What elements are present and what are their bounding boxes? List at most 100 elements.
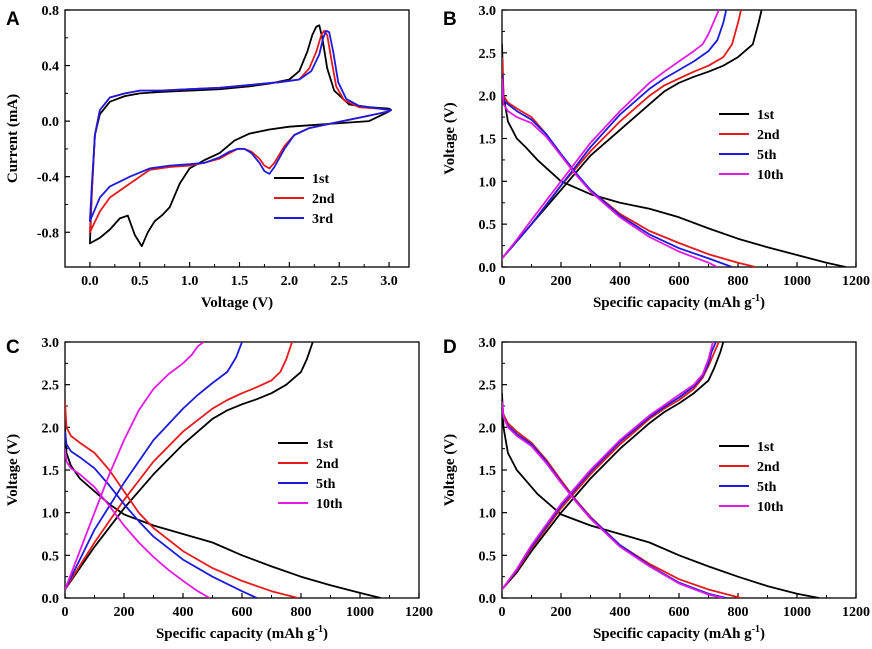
y-axis-title: Current (mA) bbox=[5, 94, 21, 183]
legend-label-5th: 5th bbox=[757, 480, 777, 495]
plot-frame bbox=[501, 9, 857, 268]
x-tick-label: 1.0 bbox=[181, 274, 199, 289]
series-2nd-charge-curve bbox=[65, 342, 293, 590]
x-tick-label: 200 bbox=[551, 274, 572, 289]
legend-label-5th: 5th bbox=[316, 477, 336, 492]
x-axis-title-main: Specific capacity (mAh g bbox=[593, 295, 752, 311]
y-tick-label: 2.5 bbox=[479, 47, 497, 62]
x-axis-title-main: Specific capacity (mAh g bbox=[156, 626, 315, 642]
x-axis-title-superscript: -1 bbox=[315, 624, 323, 635]
x-tick-label: 1000 bbox=[783, 605, 811, 620]
y-tick-label: 1.0 bbox=[479, 507, 497, 522]
x-axis-title-superscript: -1 bbox=[752, 293, 760, 304]
x-tick-label: 1200 bbox=[405, 605, 433, 620]
x-tick-label: 3.0 bbox=[380, 274, 398, 289]
series-2nd-discharge-curve bbox=[65, 401, 299, 598]
y-tick-label: 2.5 bbox=[42, 379, 60, 394]
plot-frame bbox=[501, 341, 857, 599]
x-tick-label: 0 bbox=[499, 605, 506, 620]
x-tick-label: 200 bbox=[114, 605, 135, 620]
panel-c: 0 200 400 600 800 1000 1200 0.0 0.5 1.0 1.5 2.0 2.5 3… bbox=[5, 336, 433, 642]
y-tick-label: 0.5 bbox=[479, 218, 497, 233]
y-axis-title: Voltage (V) bbox=[442, 434, 458, 506]
x-tick-label: 800 bbox=[291, 605, 312, 620]
y-tick-label: 1.5 bbox=[479, 464, 497, 479]
series-5th-charge-curve bbox=[502, 342, 717, 591]
series-2nd-charge-curve bbox=[502, 10, 742, 259]
x-tick-label: 0.5 bbox=[131, 274, 149, 289]
series-1st-cv-curve bbox=[89, 24, 393, 248]
y-tick-label: 3.0 bbox=[479, 4, 497, 19]
x-tick-label: 1200 bbox=[842, 274, 870, 289]
series-2nd-charge-curve bbox=[502, 342, 720, 591]
legend-label-10th: 10th bbox=[757, 500, 784, 515]
x-tick-label: 600 bbox=[669, 274, 690, 289]
x-axis-title-superscript: -1 bbox=[752, 624, 760, 635]
y-tick-label: 2.0 bbox=[479, 421, 497, 436]
legend-label-5th: 5th bbox=[757, 148, 777, 163]
y-tick-label: 1.0 bbox=[42, 507, 60, 522]
panel-letter: D bbox=[443, 337, 457, 358]
series-5th-discharge-curve bbox=[502, 401, 727, 598]
y-tick-label: 2.0 bbox=[42, 421, 60, 436]
x-axis-title: Voltage (V) bbox=[201, 295, 273, 311]
x-axis-title-suffix: ) bbox=[760, 295, 765, 311]
x-axis-title: Specific capacity (mAh g-1) bbox=[593, 293, 765, 311]
y-tick-label: 0.8 bbox=[42, 4, 60, 19]
series-10th-discharge-curve bbox=[502, 401, 724, 598]
legend-label-2nd: 2nd bbox=[312, 192, 335, 207]
series-5th-discharge-curve bbox=[65, 431, 258, 598]
x-tick-label: 400 bbox=[610, 605, 631, 620]
panel-a: 0.0 0.5 1.0 1.5 2.0 2.5 3.0 -0.8 -0.4 0.0 0.4 0.8 Vo… bbox=[5, 4, 410, 311]
y-tick-label: 0.4 bbox=[42, 60, 60, 75]
plot-frame bbox=[64, 9, 410, 268]
series-10th-discharge-curve bbox=[502, 78, 718, 267]
y-axis-title: Voltage (V) bbox=[5, 434, 21, 506]
panel-letter: A bbox=[6, 9, 20, 30]
legend-label-2nd: 2nd bbox=[757, 128, 780, 143]
series-10th-charge-curve bbox=[502, 342, 714, 591]
legend-label-2nd: 2nd bbox=[316, 457, 339, 472]
x-tick-label: 600 bbox=[232, 605, 253, 620]
x-axis-title-suffix: ) bbox=[760, 626, 765, 642]
panel-letter: C bbox=[6, 337, 20, 358]
y-tick-label: 3.0 bbox=[479, 336, 497, 351]
x-tick-label: 1200 bbox=[842, 605, 870, 620]
y-tick-label: -0.8 bbox=[37, 226, 59, 241]
y-tick-label: 3.0 bbox=[42, 336, 60, 351]
series-1st-discharge-curve bbox=[502, 393, 820, 598]
legend-label-10th: 10th bbox=[316, 497, 343, 512]
series-5th-charge-curve bbox=[502, 10, 728, 259]
y-tick-label: -0.4 bbox=[37, 171, 59, 186]
y-tick-label: 1.0 bbox=[479, 175, 497, 190]
series-1st-charge-curve bbox=[502, 342, 725, 591]
legend-label-10th: 10th bbox=[757, 168, 784, 183]
series-2nd-discharge-curve bbox=[502, 401, 742, 598]
series-2nd-cv-curve bbox=[89, 29, 393, 234]
legend-label-2nd: 2nd bbox=[757, 460, 780, 475]
panel-b: 0 200 400 600 800 1000 1200 0.0 0.5 1.0 1.5 2.0 2.5 3… bbox=[442, 4, 870, 311]
x-axis-title-main: Specific capacity (mAh g bbox=[593, 626, 752, 642]
plot-frame bbox=[64, 341, 420, 599]
y-axis-title: Voltage (V) bbox=[442, 102, 458, 174]
y-tick-label: 0.0 bbox=[479, 261, 497, 276]
y-tick-label: 0.0 bbox=[42, 115, 60, 130]
series-5th-discharge-curve bbox=[502, 74, 733, 267]
x-axis-title: Specific capacity (mAh g-1) bbox=[156, 624, 328, 642]
series-1st-charge-curve bbox=[65, 342, 314, 591]
x-tick-label: 400 bbox=[173, 605, 194, 620]
x-tick-label: 0 bbox=[62, 605, 69, 620]
y-tick-label: 2.0 bbox=[479, 90, 497, 105]
series-10th-charge-curve bbox=[65, 342, 205, 590]
panel-d: 0 200 400 600 800 1000 1200 0.0 0.5 1.0 1.5 2.0 2.5 3… bbox=[442, 336, 870, 642]
legend-label-1st: 1st bbox=[312, 172, 329, 187]
y-tick-label: 0.5 bbox=[479, 549, 497, 564]
x-axis-title: Specific capacity (mAh g-1) bbox=[593, 624, 765, 642]
legend-label-3rd: 3rd bbox=[312, 212, 333, 227]
x-tick-label: 600 bbox=[669, 605, 690, 620]
legend-label-1st: 1st bbox=[757, 440, 774, 455]
x-tick-label: 2.5 bbox=[330, 274, 348, 289]
x-axis-title-main: Voltage (V) bbox=[201, 295, 273, 311]
series-3rd-cv-curve bbox=[89, 29, 393, 223]
